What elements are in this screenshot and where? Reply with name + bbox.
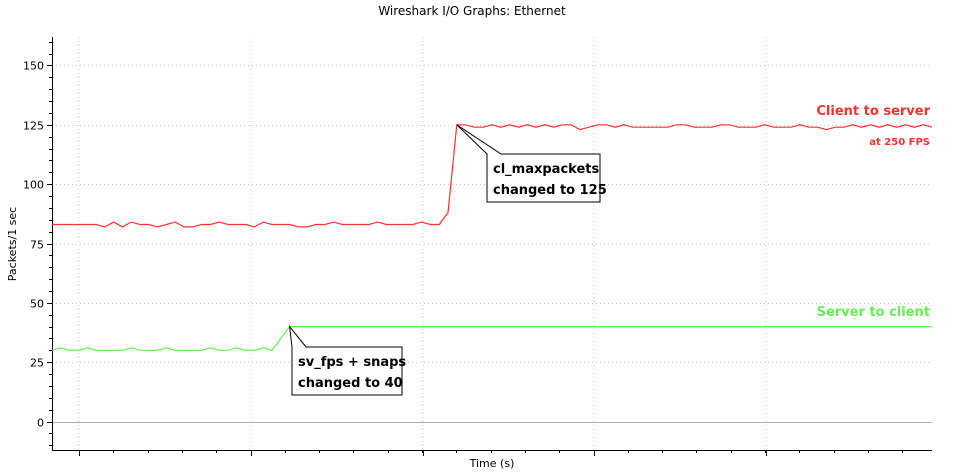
x-axis [52,450,932,456]
annotation-line: sv_fps + snaps [298,355,406,370]
y-axis-label: Packets/1 sec [6,207,19,281]
y-tick-label: 25 [30,357,44,370]
annotation-pointer [288,324,403,396]
y-tick-label: 125 [23,120,44,133]
series-note-fps: at 250 FPS [869,137,930,148]
annotation-sv-fps: sv_fps + snaps changed to 40 [288,324,406,396]
y-tick-label: 50 [30,298,44,311]
annotation-line: changed to 40 [298,376,403,391]
series-line-server-to-client [51,326,932,351]
y-axis: 0 25 50 75 100 125 150 [23,37,53,450]
y-tick-label: 150 [23,60,44,73]
y-tick-label: 75 [30,239,44,252]
y-tick-label: 100 [23,179,44,192]
series-lines [51,124,933,351]
series-line-client-to-server [52,124,933,228]
annotation-cl-maxpackets: cl_maxpackets changed to 125 [456,124,607,203]
y-tick-label: 0 [37,417,44,430]
annotation-line: cl_maxpackets [493,162,599,177]
series-label-server-to-client: Server to client [817,305,930,320]
series-label-client-to-server: Client to server [816,104,930,119]
annotation-pointer [456,124,601,203]
grid [52,37,932,450]
x-axis-label: Time (s) [469,457,515,470]
annotation-line: changed to 125 [493,183,607,198]
chart-title: Wireshark I/O Graphs: Ethernet [378,4,566,18]
